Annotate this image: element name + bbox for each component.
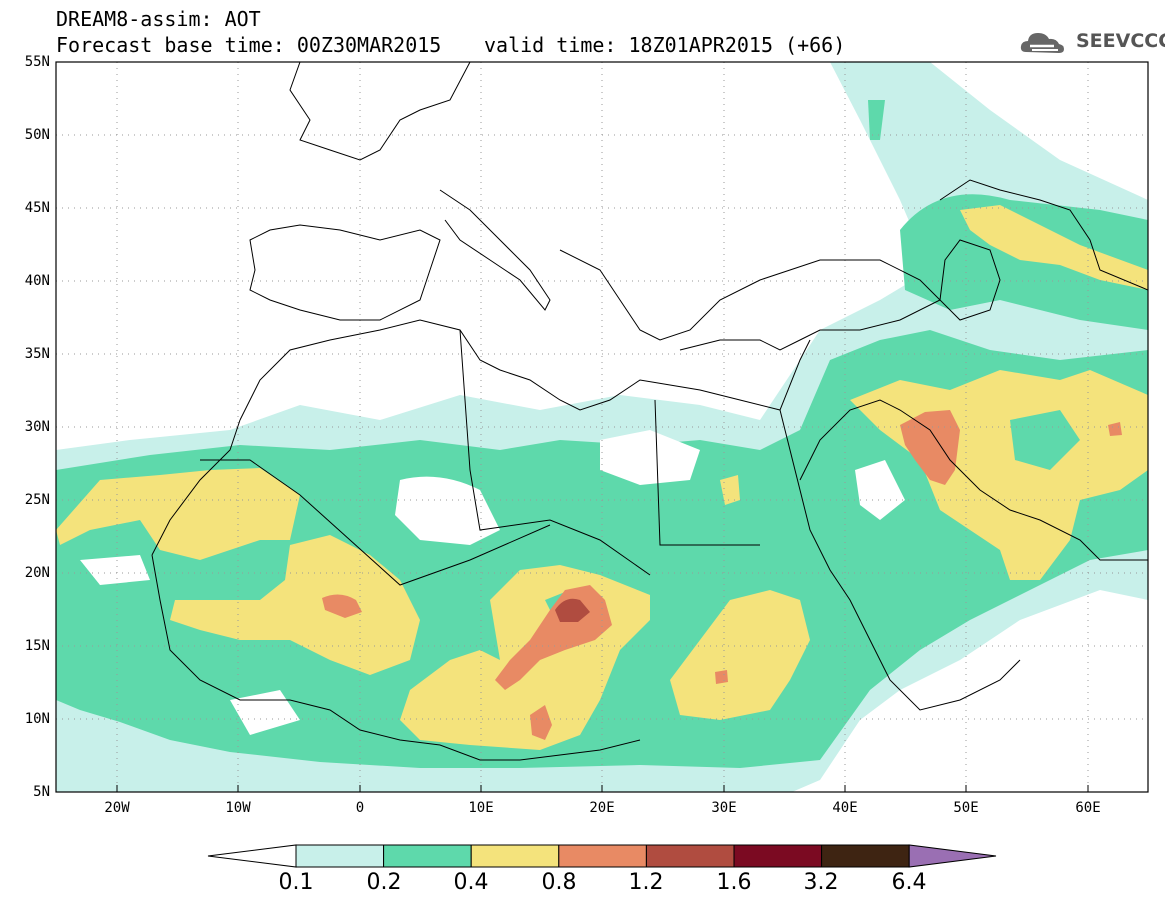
lon-label: 60E [1075, 800, 1101, 816]
lon-label: 0 [355, 800, 365, 816]
lat-label: 55N [24, 54, 50, 70]
legend-label: 0.1 [278, 870, 314, 895]
cloud-icon [1020, 33, 1064, 53]
legend-label: 0.2 [366, 870, 402, 895]
lat-label: 15N [24, 638, 50, 654]
legend-swatch [295, 844, 385, 868]
legend-swatch [645, 844, 735, 868]
lon-label: 30E [711, 800, 737, 816]
legend-swatch [470, 844, 560, 868]
lat-label: 20N [24, 565, 50, 581]
lat-label: 10N [24, 711, 50, 727]
legend-label: 1.2 [628, 870, 664, 895]
map-title: DREAM8-assim: AOT [56, 7, 261, 31]
lat-label: 5N [33, 784, 50, 800]
legend-label: 6.4 [891, 870, 927, 895]
legend-label: 1.6 [716, 870, 752, 895]
lon-label: 20E [589, 800, 615, 816]
legend-swatch [733, 844, 823, 868]
lon-label: 10E [468, 800, 494, 816]
legend-arrow-high [908, 844, 997, 868]
lat-label: 50N [24, 127, 50, 143]
legend-label: 3.2 [803, 870, 839, 895]
lon-label: 50E [953, 800, 979, 816]
lon-label: 20W [104, 800, 130, 816]
logo-text: SEEVCCC [1076, 30, 1165, 52]
lat-label: 30N [24, 419, 50, 435]
legend-swatch [821, 844, 910, 868]
lat-label: 45N [24, 200, 50, 216]
legend-swatch [383, 844, 472, 868]
legend-label: 0.4 [453, 870, 489, 895]
valid-time: valid time: 18Z01APR2015 (+66) [484, 33, 846, 57]
coastlines [151, 62, 1148, 761]
graticule [56, 62, 1148, 792]
legend-swatch [558, 844, 647, 868]
lon-label: 40E [832, 800, 858, 816]
legend-arrow-low [207, 844, 297, 868]
forecast-base-time: Forecast base time: 00Z30MAR2015 [56, 33, 442, 57]
lat-label: 25N [24, 492, 50, 508]
lat-label: 35N [24, 346, 50, 362]
lat-label: 40N [24, 273, 50, 289]
lon-label: 10W [225, 800, 251, 816]
legend-label: 0.8 [541, 870, 577, 895]
